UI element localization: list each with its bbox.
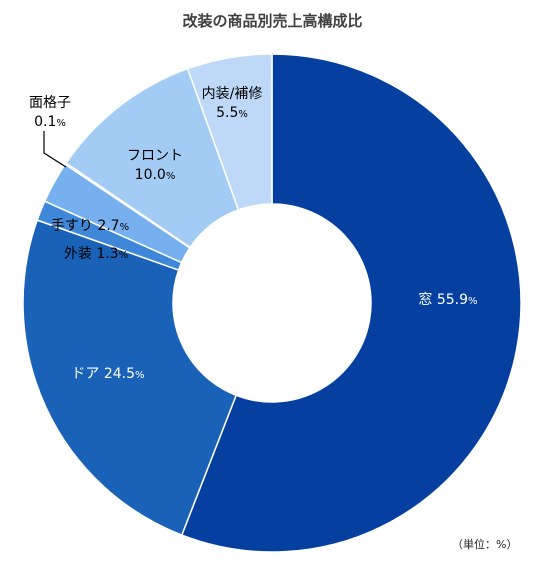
data-label-フロント: フロント 10.0% bbox=[127, 148, 183, 183]
unit-note: （単位：%） bbox=[452, 538, 518, 551]
data-label-面格子: 面格子 0.1% bbox=[29, 95, 71, 130]
leader-line-面格子 bbox=[43, 131, 67, 168]
slice-ドア bbox=[22, 219, 238, 537]
slice-窓 bbox=[180, 53, 522, 553]
chart-title: 改装の商品別売上高構成比 bbox=[182, 12, 363, 30]
data-label-手すり: 手すり 2.7% bbox=[51, 218, 129, 234]
data-label-ドア: ドア 24.5% bbox=[71, 366, 144, 382]
data-label-窓: 窓 55.9% bbox=[418, 291, 477, 308]
slice-内装/補修 bbox=[186, 53, 273, 211]
data-label-外装: 外装 1.3% bbox=[64, 246, 128, 262]
data-label-内装/補修: 内装/補修 5.5% bbox=[202, 86, 263, 121]
